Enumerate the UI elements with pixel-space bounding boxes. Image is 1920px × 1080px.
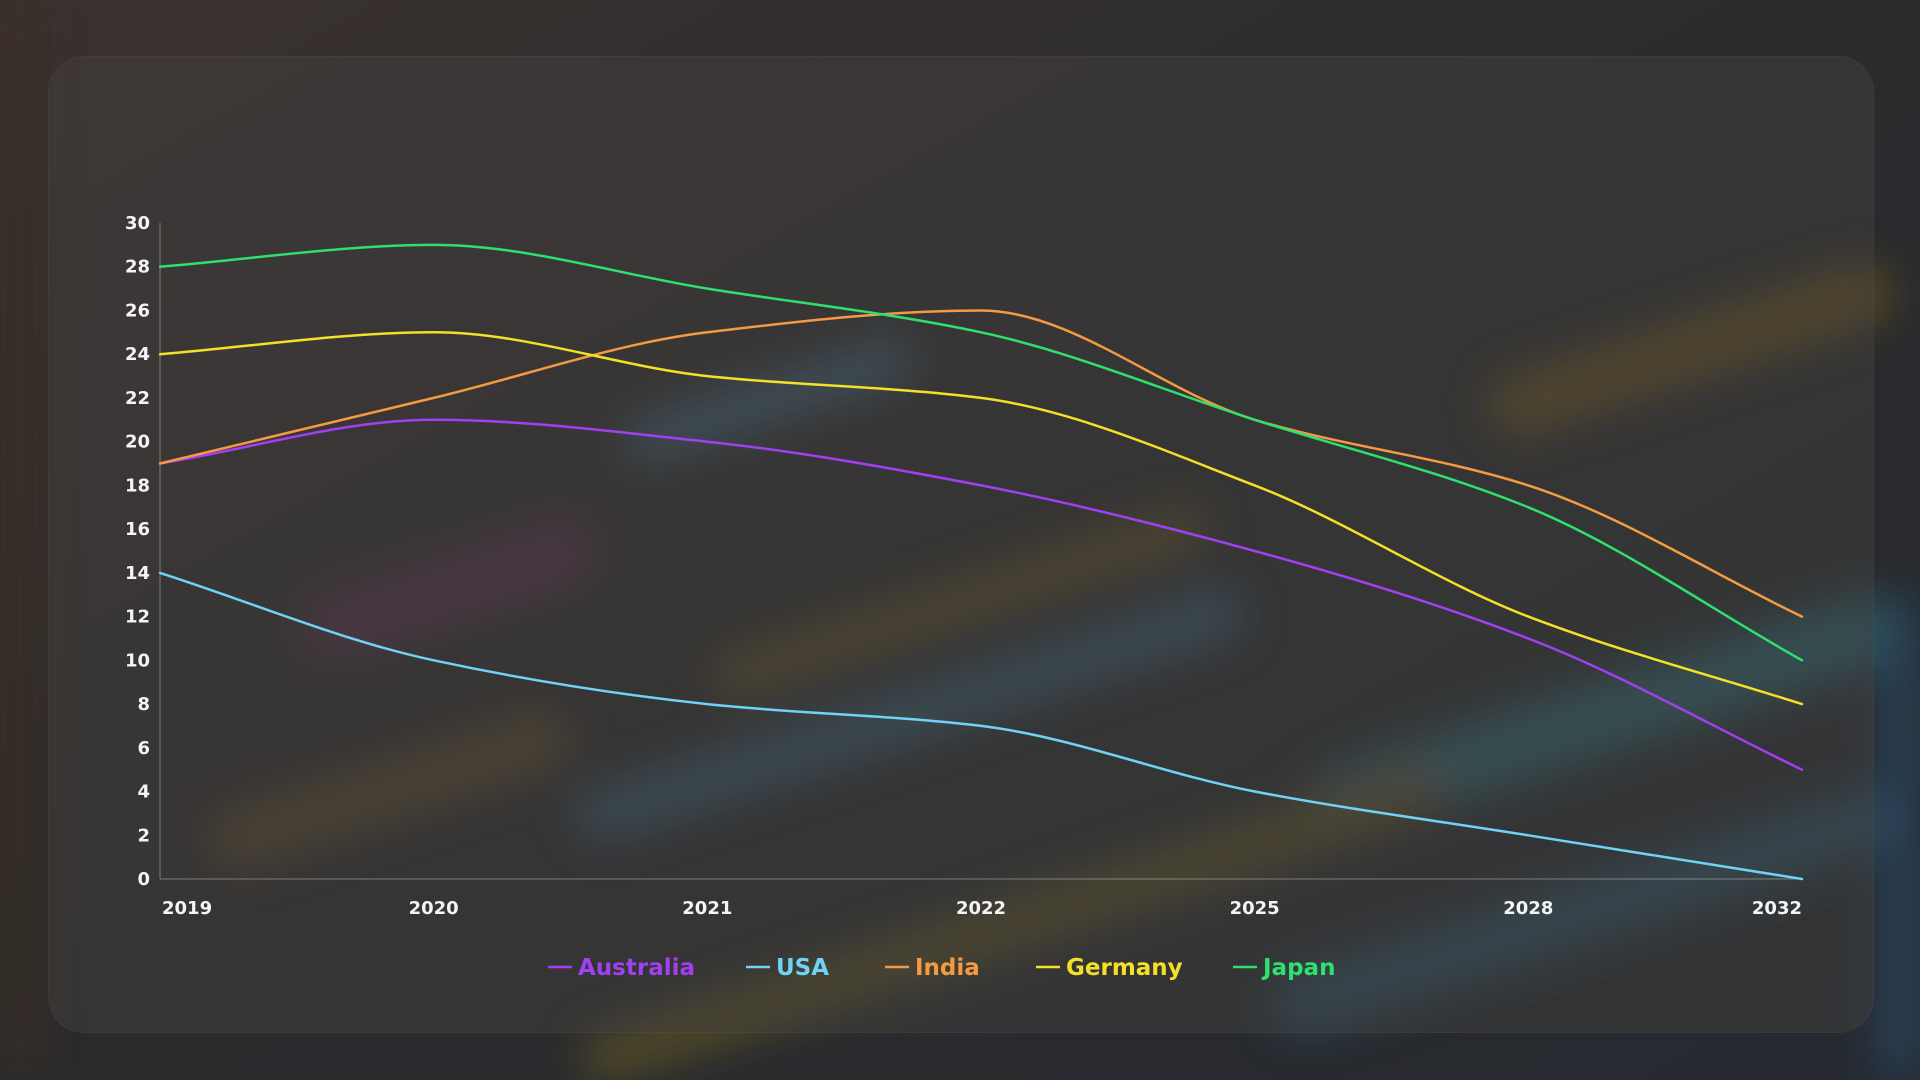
- legend-label: Australia: [578, 955, 695, 981]
- y-tick-label: 28: [125, 257, 150, 278]
- y-tick-label: 0: [137, 869, 150, 890]
- y-tick-label: 14: [125, 563, 150, 584]
- y-tick-label: 24: [125, 344, 150, 365]
- legend-item-germany[interactable]: Germany: [1036, 955, 1183, 981]
- legend-item-japan[interactable]: Japan: [1233, 955, 1335, 981]
- x-tick-label: 2032: [1752, 898, 1802, 919]
- y-tick-label: 6: [137, 738, 150, 759]
- x-tick-label: 2019: [162, 898, 212, 919]
- x-tick-label: 2028: [1503, 898, 1553, 919]
- x-tick-label: 2020: [409, 898, 459, 919]
- series-line-germany: [158, 331, 1804, 706]
- legend: Australia USA India Germany Japan: [548, 955, 1335, 981]
- y-tick-label: 2: [137, 825, 150, 846]
- chart-card: [48, 56, 1874, 1033]
- legend-item-usa[interactable]: USA: [746, 955, 829, 981]
- series-line-japan: [158, 243, 1804, 662]
- series-line-australia: [158, 418, 1804, 771]
- legend-label: Japan: [1261, 955, 1335, 981]
- y-tick-label: 12: [125, 607, 150, 628]
- legend-item-india[interactable]: India: [885, 955, 980, 981]
- y-tick-label: 22: [125, 388, 150, 409]
- x-tick-label: 2022: [956, 898, 1006, 919]
- series-line-india: [158, 309, 1804, 618]
- legend-label: India: [915, 955, 980, 981]
- legend-item-australia[interactable]: Australia: [548, 955, 695, 981]
- series-line-usa: [158, 571, 1804, 881]
- y-tick-label: 30: [125, 213, 150, 234]
- y-tick-label: 10: [125, 650, 150, 671]
- legend-label: Germany: [1066, 955, 1183, 981]
- y-tick-label: 8: [137, 694, 150, 715]
- x-tick-label: 2025: [1230, 898, 1280, 919]
- axes: [159, 223, 1802, 880]
- y-tick-label: 18: [125, 475, 150, 496]
- x-axis-ticks: 2019 2020 2021 2022 2025 2028 2032: [162, 898, 1802, 919]
- y-tick-label: 26: [125, 300, 150, 321]
- x-tick-label: 2021: [682, 898, 732, 919]
- y-tick-label: 16: [125, 519, 150, 540]
- series-lines: [158, 243, 1804, 881]
- legend-label: USA: [776, 955, 829, 981]
- y-tick-label: 4: [137, 782, 150, 803]
- y-tick-label: 20: [125, 432, 150, 453]
